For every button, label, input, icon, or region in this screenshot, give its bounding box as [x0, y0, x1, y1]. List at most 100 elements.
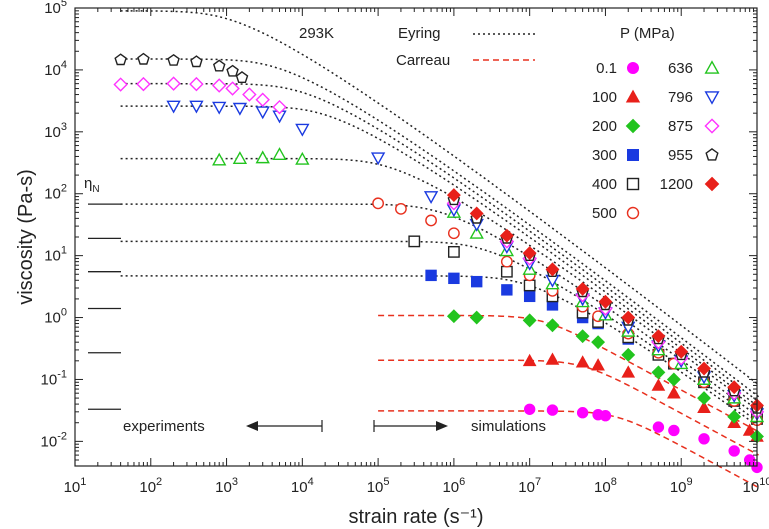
data-point-p875	[136, 76, 151, 92]
data-point-p1200	[446, 188, 461, 203]
fit-curve-eyring	[120, 82, 760, 403]
data-point-p200	[697, 391, 711, 406]
data-point-p1200	[469, 206, 484, 221]
pressure-legend-items: 0.1 100 200 300 400 500 636 796 875 955 1200	[592, 60, 720, 222]
legend-marker-p875	[704, 118, 720, 134]
data-point-p500	[395, 202, 407, 215]
data-point-p0.1	[728, 445, 740, 457]
data-point-p1200	[545, 262, 560, 277]
y-tick-label: 102	[44, 183, 67, 203]
data-point-p1200	[651, 329, 666, 344]
legend-label-p955: 955	[668, 147, 693, 164]
legend-marker-p400	[626, 177, 640, 191]
y-tick-label: 101	[44, 245, 67, 265]
fit-curve-eyring	[120, 10, 760, 386]
data-point-p400	[447, 245, 460, 258]
fit-curve-eyring	[120, 105, 760, 408]
data-point-p200	[446, 309, 461, 324]
fit-curve-eyring	[120, 157, 760, 412]
data-point-p1200	[727, 380, 742, 395]
fit-curve-carreau	[378, 314, 759, 433]
data-point-p100	[522, 353, 537, 367]
data-point-p875	[211, 78, 227, 93]
data-point-p300	[501, 284, 513, 296]
y-axis-label: viscosity (Pa-s)	[15, 169, 37, 305]
x-tick-label: 107	[518, 476, 541, 496]
data-point-p0.1	[546, 404, 559, 416]
legend-carreau-label: Carreau	[396, 52, 450, 69]
data-point-p0.1	[698, 433, 710, 445]
data-point-p400	[523, 279, 536, 292]
fit-curve-eyring	[120, 58, 760, 398]
data-point-p0.1	[652, 421, 665, 433]
fit-curve-carreau	[378, 410, 759, 489]
data-point-p300	[425, 269, 437, 282]
data-point-p1200	[621, 310, 636, 325]
legend-label-p636: 636	[668, 60, 693, 77]
data-point-p0.1	[668, 424, 680, 437]
data-points	[113, 52, 765, 474]
legend-label-p200: 200	[592, 118, 617, 135]
legend-label-p300: 300	[592, 147, 617, 164]
annotations: 293K ηN experiments simulations	[84, 25, 546, 435]
data-point-p796	[423, 191, 439, 204]
simulations-arrow	[373, 420, 448, 432]
data-point-p100	[621, 365, 636, 378]
data-point-p636	[469, 225, 484, 239]
data-point-p200	[666, 372, 681, 387]
data-point-p796	[295, 123, 310, 137]
data-point-p955	[137, 52, 150, 65]
axes: 101 102 103 104 105 106 107 108 109 1010 10-2 10-1 1…	[15, 0, 769, 528]
data-point-p200	[651, 365, 666, 380]
data-point-p300	[523, 290, 536, 303]
data-point-p955	[212, 59, 226, 72]
legend-marker-p200	[625, 118, 641, 134]
data-point-p796	[370, 152, 386, 166]
data-point-p875	[242, 87, 257, 102]
data-point-p100	[545, 352, 560, 365]
x-axis-label: strain rate (s⁻¹)	[348, 506, 483, 528]
legend-marker-p636	[704, 60, 720, 74]
legend-eyring-label: Eyring	[398, 25, 441, 42]
data-point-p100	[575, 355, 590, 368]
data-point-p636	[255, 150, 270, 164]
y-tick-label: 105	[44, 0, 67, 17]
data-point-p400	[500, 265, 513, 278]
data-point-p500	[372, 197, 385, 210]
legend-marker-p100	[625, 89, 641, 103]
data-point-p0.1	[599, 409, 612, 422]
legend-label-p100: 100	[592, 89, 617, 106]
data-point-p200	[545, 318, 560, 333]
legend-marker-p500	[626, 206, 640, 220]
legend-marker-p955	[705, 148, 719, 161]
data-point-p796	[166, 100, 181, 114]
data-point-p636	[232, 151, 248, 165]
data-point-p796	[232, 102, 248, 116]
data-point-p796	[255, 106, 270, 120]
fit-curve-carreau	[378, 359, 759, 456]
data-point-p875	[255, 92, 270, 107]
data-point-p100	[667, 386, 681, 399]
data-point-p875	[189, 76, 204, 92]
x-tick-label: 108	[594, 476, 617, 496]
legend-label-p875: 875	[668, 118, 693, 135]
data-point-p100	[651, 378, 666, 391]
data-point-p200	[621, 347, 636, 362]
x-tick-label: 106	[442, 476, 465, 496]
data-point-p500	[500, 255, 513, 268]
legend-label-p1200: 1200	[660, 176, 693, 193]
legend-label-p796: 796	[668, 89, 693, 106]
data-point-p1200	[522, 246, 537, 261]
legend: Eyring Carreau P (MPa) 0.1 100 200 300 400 50…	[396, 25, 720, 222]
legend-label-p400: 400	[592, 176, 617, 193]
fit-curve-eyring	[120, 240, 760, 423]
legend-marker-p1200	[704, 176, 720, 192]
data-point-p300	[448, 272, 460, 285]
data-point-p200	[575, 329, 590, 344]
simulations-label: simulations	[471, 418, 546, 435]
fit-curves	[120, 10, 760, 489]
x-tick-label: 101	[64, 476, 87, 496]
y-tick-label: 104	[44, 59, 67, 79]
data-point-p200	[591, 335, 606, 350]
data-point-p875	[166, 76, 181, 91]
